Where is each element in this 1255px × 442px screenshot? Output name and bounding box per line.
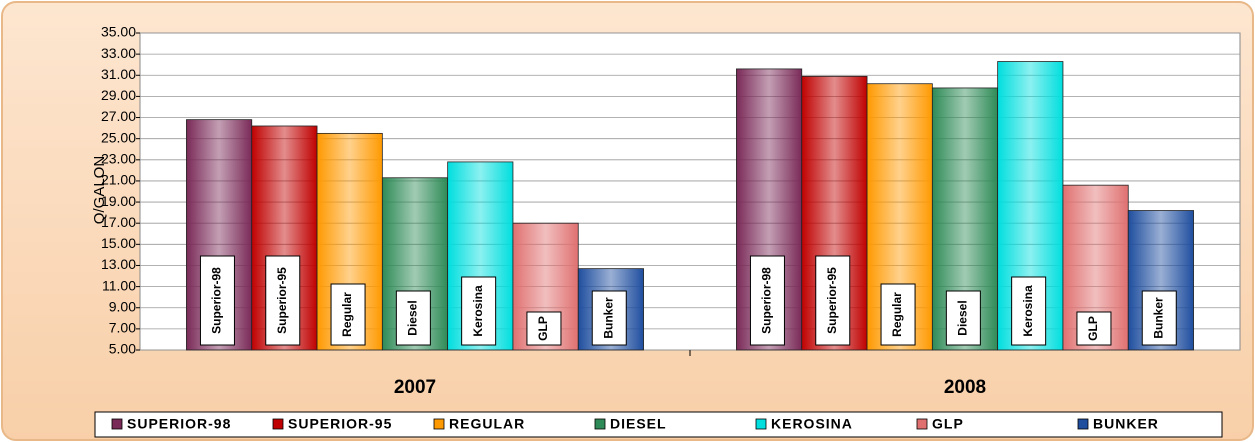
y-tick-label: 19.00 (101, 193, 136, 209)
y-tick-label: 15.00 (101, 235, 136, 251)
bar-label-box (395, 290, 431, 346)
legend-swatch (433, 418, 445, 430)
y-tick-label: 9.00 (109, 298, 136, 314)
y-tick-label: 21.00 (101, 172, 136, 188)
bar-label-box (330, 283, 366, 346)
bar-label-box (461, 276, 497, 346)
bar-label: Diesel (406, 300, 420, 335)
bar-label-box (199, 255, 235, 346)
bar-label: Bunker (1151, 297, 1165, 339)
y-tick-label: 5.00 (109, 341, 136, 357)
legend-label: KEROSINA (771, 416, 853, 432)
legend-label: DIESEL (610, 416, 667, 432)
legend-swatch (594, 418, 606, 430)
bar-label-box (945, 290, 981, 346)
bar-label-box (1076, 311, 1112, 346)
legend-label: REGULAR (449, 416, 525, 432)
bar-label-box (815, 255, 851, 346)
y-axis-label: Q/GALON (91, 156, 108, 224)
y-tick-label: 33.00 (101, 45, 136, 61)
bar-label: Superior-95 (275, 267, 289, 334)
bar-label-box (526, 311, 562, 346)
legend-swatch (916, 418, 928, 430)
legend-label: SUPERIOR-98 (127, 416, 231, 432)
bar-label: GLP (1086, 316, 1100, 341)
bar-label-box (880, 283, 916, 346)
y-tick-label: 7.00 (109, 320, 136, 336)
bar-label: Bunker (601, 297, 615, 339)
bar-label: Superior-98 (760, 267, 774, 334)
y-tick-label: 29.00 (101, 87, 136, 103)
legend-label: BUNKER (1093, 416, 1159, 432)
y-tick-label: 31.00 (101, 66, 136, 82)
y-tick-label: 17.00 (101, 214, 136, 230)
legend-swatch (111, 418, 123, 430)
bar-label-box (1011, 276, 1047, 346)
bar-label: Regular (340, 292, 354, 337)
y-tick-label: 35.00 (101, 24, 136, 40)
bar-label: Diesel (956, 300, 970, 335)
y-tick-label: 23.00 (101, 151, 136, 167)
bar-label: Regular (890, 292, 904, 337)
legend-swatch (1077, 418, 1089, 430)
bar-label: GLP (536, 316, 550, 341)
bar-label-box (1141, 290, 1177, 346)
bar-label-box (591, 290, 627, 346)
x-tick-label: 2007 (394, 377, 436, 398)
bar-label-box (265, 255, 301, 346)
x-tick-label: 2008 (944, 377, 986, 398)
y-tick-label: 13.00 (101, 256, 136, 272)
bar-label: Superior-98 (210, 267, 224, 334)
y-tick-label: 25.00 (101, 129, 136, 145)
bar-label: Kerosina (471, 285, 485, 337)
bar-label-box (749, 255, 785, 346)
y-tick-label: 27.00 (101, 108, 136, 124)
bar-label: Superior-95 (825, 267, 839, 334)
legend-label: SUPERIOR-95 (288, 416, 392, 432)
bar-label: Kerosina (1021, 285, 1035, 337)
legend-label: GLP (932, 416, 964, 432)
legend-swatch (755, 418, 767, 430)
legend-swatch (272, 418, 284, 430)
y-tick-label: 11.00 (102, 277, 136, 293)
